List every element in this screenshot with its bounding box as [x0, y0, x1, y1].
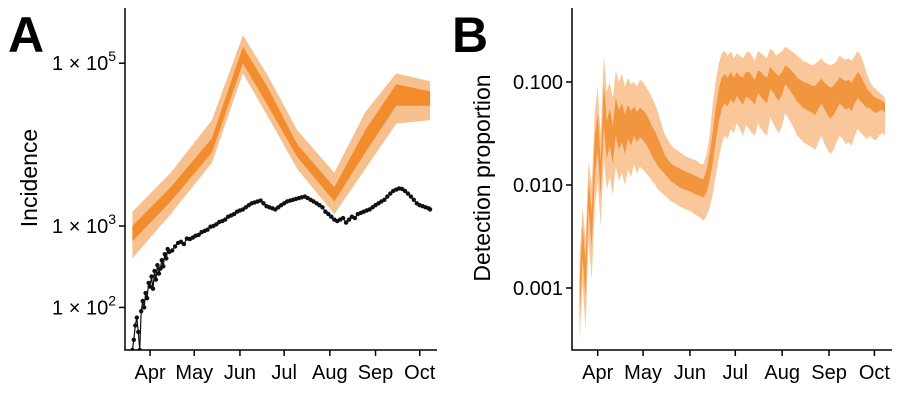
panel-a-x-tick-label: Sep	[358, 362, 394, 384]
panel-a-observed-point	[261, 201, 266, 206]
panel-b-y-tick-label: 0.100	[513, 72, 563, 94]
panel-a-observed-point	[136, 329, 141, 335]
panel-b-detection-chart: B Detection proportion 0.001 0.010 0.100 A…	[452, 7, 892, 384]
panel-a-observed-point	[149, 274, 154, 279]
panel-a-y-tick-label: 1 × 105	[52, 48, 116, 75]
panel-a-outer-band	[132, 35, 431, 259]
y-tick-base: 1 × 10	[52, 53, 108, 75]
panel-a-letter: A	[8, 7, 44, 63]
panel-a-observed-point	[388, 191, 393, 196]
panel-b-axes	[571, 8, 892, 351]
panel-a-ticks	[119, 62, 421, 356]
panel-a-observed-point	[343, 220, 349, 225]
panel-a-observed-point	[329, 214, 334, 219]
panel-a-inner-band	[132, 46, 431, 242]
panel-a-observed-point	[150, 286, 156, 291]
panel-a-x-tick-label: May	[175, 362, 213, 384]
panel-b-x-tick-label: Apr	[582, 362, 613, 384]
panel-a-observed-point	[134, 315, 139, 320]
panel-a-observed-point	[258, 198, 263, 203]
panel-a-y-tick-label: 1 × 103	[52, 211, 116, 238]
panel-a-observed-point	[133, 323, 138, 328]
panel-b-y-tick-labels: 0.001 0.010 0.100	[513, 72, 563, 300]
panel-a-observed-point	[146, 280, 151, 286]
panel-b-x-tick-label: Aug	[764, 362, 800, 384]
y-tick-exponent: 5	[108, 48, 116, 64]
panel-a-observed-point	[155, 263, 160, 268]
panel-a-observed-point	[152, 268, 157, 274]
panel-a-x-tick-label: Aug	[312, 362, 348, 384]
panel-a-observed-point	[131, 337, 136, 342]
panel-a-observed-point	[170, 248, 175, 253]
panel-a-observed-point	[196, 232, 201, 237]
panel-a-y-axis-title: Incidence	[16, 129, 42, 227]
panel-b-y-tick-label: 0.001	[513, 278, 563, 300]
panel-a-observed-point	[320, 205, 325, 210]
panel-b-inner-band	[579, 65, 885, 320]
panel-a-observed-point	[140, 298, 145, 304]
y-tick-exponent: 3	[108, 211, 116, 227]
panel-b-x-tick-label: Jul	[723, 362, 749, 384]
panel-a-x-tick-label: Jun	[224, 362, 256, 384]
panel-a-observed-point	[340, 215, 346, 221]
panel-a-observed-point	[159, 258, 164, 263]
panel-b-x-tick-label: Sep	[811, 362, 847, 384]
panel-a-observed-point	[161, 264, 166, 269]
panel-a-observed-point	[323, 209, 328, 214]
panel-b-outer-band	[579, 46, 885, 342]
panel-a-observed-point	[205, 227, 210, 232]
panel-a-observed-point	[143, 290, 148, 296]
panel-b-x-tick-label: May	[624, 362, 662, 384]
panel-a-observed-point	[144, 296, 150, 301]
panel-a-observed-point	[408, 194, 414, 199]
panel-a-axes	[124, 8, 437, 351]
panel-a-observed-point	[382, 197, 387, 202]
panel-a-observed-line	[131, 187, 431, 350]
panel-a-observed-point	[326, 211, 331, 217]
panel-b-plot-area	[579, 46, 885, 342]
panel-a-observed-point	[156, 271, 162, 276]
panel-a-observed-point	[352, 215, 358, 221]
panel-b-ticks	[566, 81, 876, 356]
panel-a-observed-point	[346, 217, 352, 222]
panel-a-observed-point	[402, 188, 408, 194]
panel-a-x-tick-label: Oct	[404, 362, 436, 384]
panel-a-observed-point	[411, 197, 416, 202]
panel-b-x-tick-label: Jun	[674, 362, 706, 384]
panel-a-plot-area	[130, 35, 433, 350]
panel-a-observed-point	[139, 309, 144, 314]
panel-a-observed-point	[162, 252, 167, 257]
panel-a-observed-point	[164, 256, 169, 261]
panel-a-observed-point	[153, 277, 159, 282]
panel-a-observed-point	[142, 305, 147, 310]
y-tick-base: 1 × 10	[52, 216, 108, 238]
panel-a-observed-point	[405, 191, 411, 196]
panel-b-x-tick-label: Oct	[859, 362, 891, 384]
panel-a-x-tick-labels: Apr May Jun Jul Aug Sep Oct	[134, 362, 435, 384]
panel-a-observed-point	[223, 217, 228, 222]
panel-a-observed-point	[172, 244, 178, 249]
panel-a-y-tick-label: 1 × 102	[52, 292, 116, 319]
panel-a-observed-point	[181, 241, 187, 247]
panel-a-observed-point	[427, 207, 433, 212]
panel-b-series-group	[579, 46, 885, 342]
panel-a-observed-point	[385, 194, 390, 199]
panel-a-x-tick-label: Apr	[134, 362, 165, 384]
panel-b-y-axis-title: Detection proportion	[469, 74, 495, 281]
y-tick-base: 1 × 10	[52, 297, 108, 319]
panel-a-series-group	[130, 35, 433, 350]
panel-b-x-tick-labels: Apr May Jun Jul Aug Sep Oct	[582, 362, 890, 384]
panel-b-y-tick-label: 0.010	[513, 175, 563, 197]
panel-a-x-tick-label: Jul	[271, 362, 297, 384]
panel-b-letter: B	[452, 7, 488, 63]
panel-a-observed-point	[231, 211, 237, 217]
y-tick-exponent: 2	[108, 292, 116, 308]
